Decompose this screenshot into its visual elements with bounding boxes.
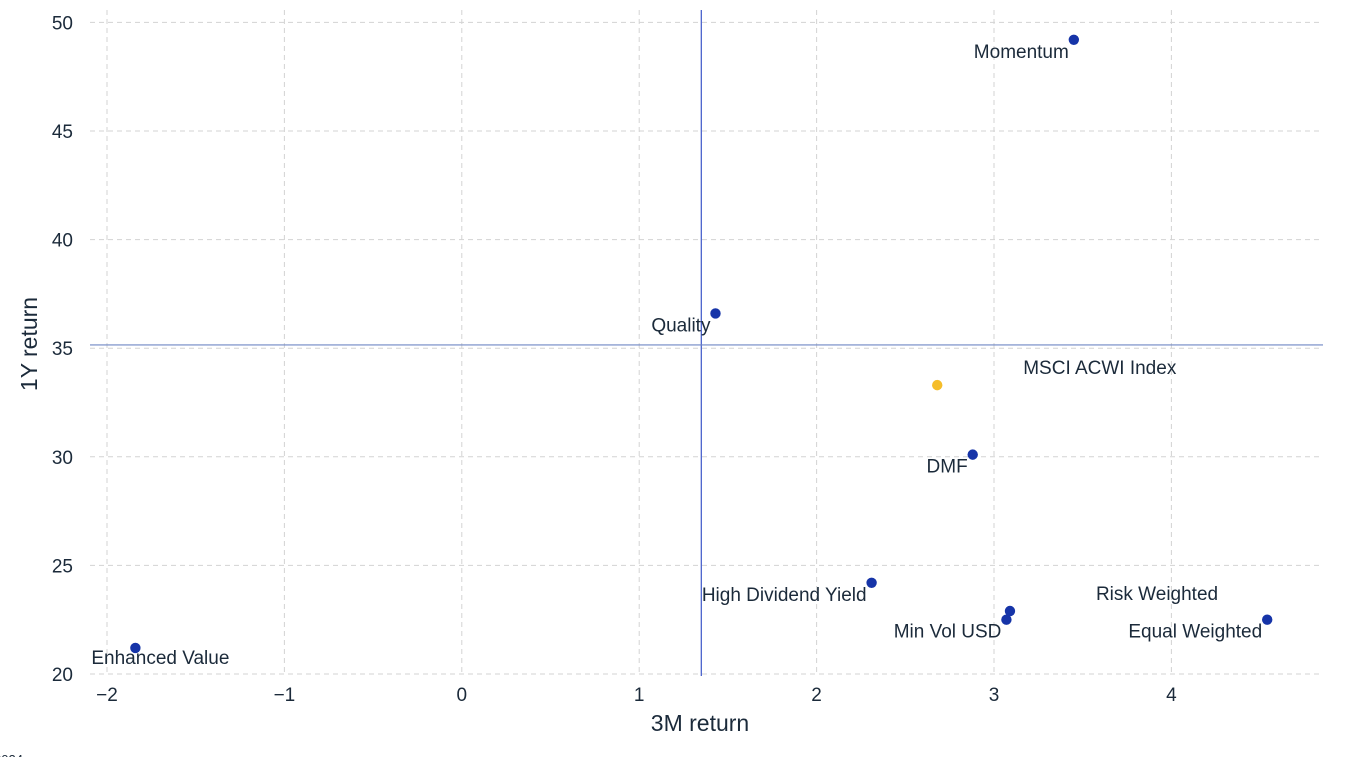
data-point (130, 642, 141, 654)
y-tick-label: 35 (52, 339, 73, 360)
x-tick-label: 3 (989, 685, 1000, 706)
data-points (130, 34, 1273, 654)
x-tick-label: 1 (634, 685, 645, 706)
data-point (1261, 614, 1273, 625)
data-point (1001, 614, 1012, 625)
x-gridlines (106, 10, 1172, 676)
point-label: DMF (927, 457, 968, 478)
chart-caption: 2024 (0, 752, 23, 757)
x-tick-labels: −2 −1 0 1 2 3 4 (96, 685, 1177, 706)
x-tick-label: 0 (457, 685, 468, 706)
y-tick-label: 40 (52, 231, 73, 252)
x-axis-label: 3M return (651, 710, 749, 736)
data-point (1004, 605, 1016, 617)
data-point (710, 308, 721, 319)
data-point (866, 577, 877, 588)
data-point (967, 449, 978, 460)
y-tick-label: 50 (52, 13, 73, 34)
x-tick-label: −2 (96, 685, 118, 706)
x-tick-label: 4 (1166, 685, 1177, 706)
point-label: Momentum (974, 42, 1069, 63)
y-gridlines (90, 21, 1323, 675)
point-label: High Dividend Yield (702, 585, 867, 606)
point-label: Min Vol USD (894, 622, 1002, 643)
y-axis-label: 1Y return (16, 297, 42, 391)
point-label: Equal Weighted (1128, 622, 1262, 643)
x-tick-label: −1 (274, 685, 296, 706)
x-tick-label: 2 (811, 685, 822, 706)
point-label: MSCI ACWI Index (1023, 358, 1177, 379)
reference-lines (90, 10, 1323, 676)
y-tick-label: 25 (52, 556, 73, 577)
point-label: Quality (651, 315, 711, 336)
data-point (1068, 34, 1080, 45)
point-label: Risk Weighted (1096, 584, 1218, 605)
point-label: Enhanced Value (91, 648, 229, 669)
y-tick-label: 20 (52, 665, 73, 686)
y-tick-label: 45 (52, 122, 73, 143)
y-tick-label: 30 (52, 448, 73, 469)
point-labels: Momentum Quality MSCI ACWI Index DMF High Di… (91, 42, 1262, 669)
data-point (932, 379, 943, 391)
y-tick-labels: 20 25 30 35 40 45 50 (52, 13, 73, 686)
